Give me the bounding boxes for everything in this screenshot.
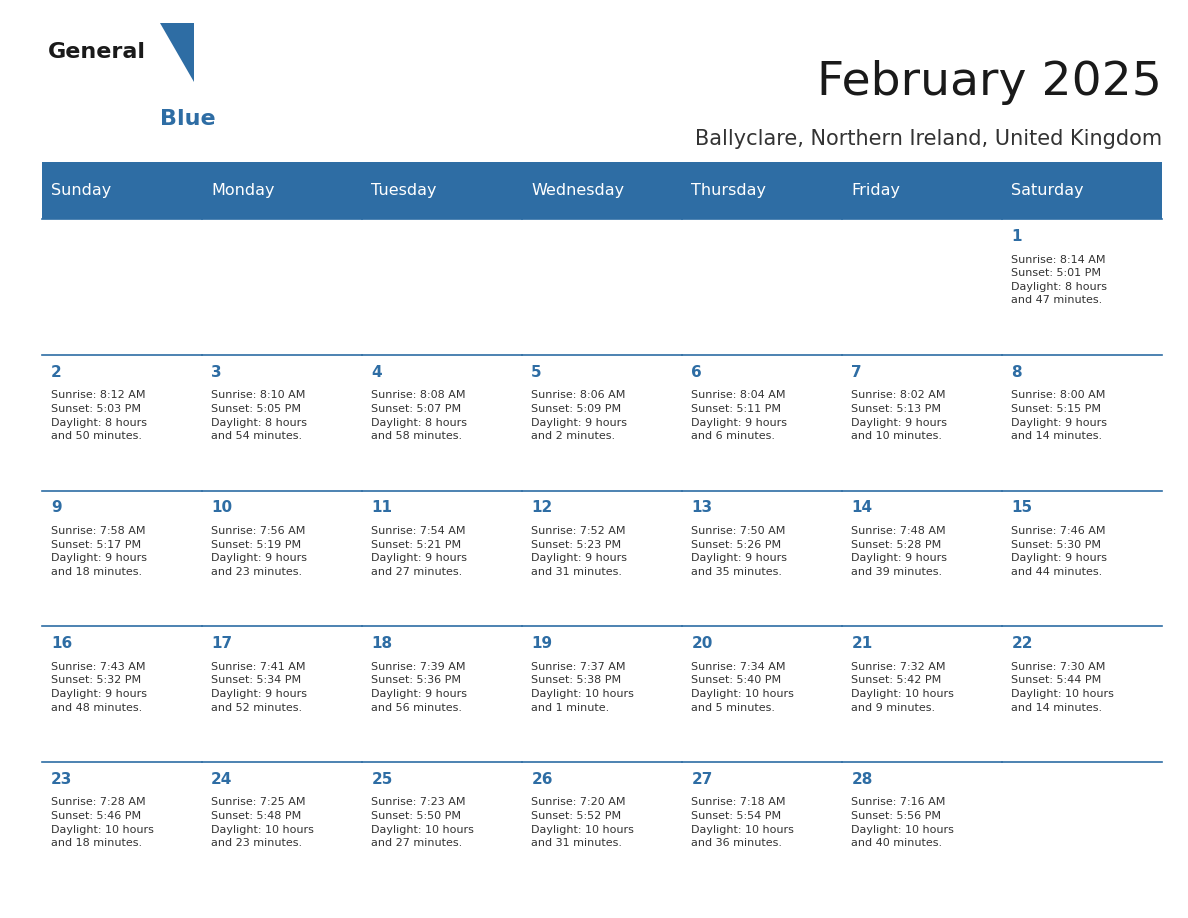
Text: 5: 5 [531, 364, 542, 379]
Text: Sunrise: 7:43 AM
Sunset: 5:32 PM
Daylight: 9 hours
and 48 minutes.: Sunrise: 7:43 AM Sunset: 5:32 PM Dayligh… [51, 662, 147, 712]
Text: 21: 21 [852, 636, 873, 651]
Text: Friday: Friday [852, 184, 901, 198]
Text: Sunrise: 7:41 AM
Sunset: 5:34 PM
Daylight: 9 hours
and 52 minutes.: Sunrise: 7:41 AM Sunset: 5:34 PM Dayligh… [211, 662, 308, 712]
Text: Sunrise: 7:50 AM
Sunset: 5:26 PM
Daylight: 9 hours
and 35 minutes.: Sunrise: 7:50 AM Sunset: 5:26 PM Dayligh… [691, 526, 788, 577]
Text: Sunrise: 8:02 AM
Sunset: 5:13 PM
Daylight: 9 hours
and 10 minutes.: Sunrise: 8:02 AM Sunset: 5:13 PM Dayligh… [852, 390, 947, 442]
Text: 17: 17 [211, 636, 233, 651]
Text: 28: 28 [852, 772, 873, 787]
Text: 4: 4 [372, 364, 381, 379]
Text: 13: 13 [691, 500, 713, 515]
Text: Ballyclare, Northern Ireland, United Kingdom: Ballyclare, Northern Ireland, United Kin… [695, 129, 1162, 150]
Polygon shape [160, 23, 194, 82]
Text: 16: 16 [51, 636, 72, 651]
Text: Sunrise: 7:52 AM
Sunset: 5:23 PM
Daylight: 9 hours
and 31 minutes.: Sunrise: 7:52 AM Sunset: 5:23 PM Dayligh… [531, 526, 627, 577]
Text: Sunrise: 7:39 AM
Sunset: 5:36 PM
Daylight: 9 hours
and 56 minutes.: Sunrise: 7:39 AM Sunset: 5:36 PM Dayligh… [372, 662, 467, 712]
Text: Sunrise: 8:10 AM
Sunset: 5:05 PM
Daylight: 8 hours
and 54 minutes.: Sunrise: 8:10 AM Sunset: 5:05 PM Dayligh… [211, 390, 308, 442]
Text: 6: 6 [691, 364, 702, 379]
Text: Sunrise: 8:12 AM
Sunset: 5:03 PM
Daylight: 8 hours
and 50 minutes.: Sunrise: 8:12 AM Sunset: 5:03 PM Dayligh… [51, 390, 147, 442]
Text: Sunrise: 7:46 AM
Sunset: 5:30 PM
Daylight: 9 hours
and 44 minutes.: Sunrise: 7:46 AM Sunset: 5:30 PM Dayligh… [1011, 526, 1107, 577]
Text: Sunrise: 7:23 AM
Sunset: 5:50 PM
Daylight: 10 hours
and 27 minutes.: Sunrise: 7:23 AM Sunset: 5:50 PM Dayligh… [372, 798, 474, 848]
Text: 3: 3 [211, 364, 222, 379]
Text: 7: 7 [852, 364, 862, 379]
Text: 1: 1 [1011, 229, 1022, 244]
Text: 12: 12 [531, 500, 552, 515]
Text: 27: 27 [691, 772, 713, 787]
Text: Blue: Blue [160, 109, 216, 129]
Text: Sunrise: 7:37 AM
Sunset: 5:38 PM
Daylight: 10 hours
and 1 minute.: Sunrise: 7:37 AM Sunset: 5:38 PM Dayligh… [531, 662, 634, 712]
Text: 18: 18 [372, 636, 392, 651]
Text: 14: 14 [852, 500, 872, 515]
Text: Sunday: Sunday [51, 184, 112, 198]
Text: Sunrise: 7:48 AM
Sunset: 5:28 PM
Daylight: 9 hours
and 39 minutes.: Sunrise: 7:48 AM Sunset: 5:28 PM Dayligh… [852, 526, 947, 577]
Text: Sunrise: 7:34 AM
Sunset: 5:40 PM
Daylight: 10 hours
and 5 minutes.: Sunrise: 7:34 AM Sunset: 5:40 PM Dayligh… [691, 662, 795, 712]
Text: Sunrise: 7:18 AM
Sunset: 5:54 PM
Daylight: 10 hours
and 36 minutes.: Sunrise: 7:18 AM Sunset: 5:54 PM Dayligh… [691, 798, 795, 848]
Text: Sunrise: 7:16 AM
Sunset: 5:56 PM
Daylight: 10 hours
and 40 minutes.: Sunrise: 7:16 AM Sunset: 5:56 PM Dayligh… [852, 798, 954, 848]
Text: Sunrise: 8:04 AM
Sunset: 5:11 PM
Daylight: 9 hours
and 6 minutes.: Sunrise: 8:04 AM Sunset: 5:11 PM Dayligh… [691, 390, 788, 442]
Text: 2: 2 [51, 364, 62, 379]
Text: 9: 9 [51, 500, 62, 515]
Text: 22: 22 [1011, 636, 1032, 651]
Text: Sunrise: 8:14 AM
Sunset: 5:01 PM
Daylight: 8 hours
and 47 minutes.: Sunrise: 8:14 AM Sunset: 5:01 PM Dayligh… [1011, 254, 1107, 306]
Text: 10: 10 [211, 500, 233, 515]
Text: General: General [48, 42, 145, 62]
Text: 24: 24 [211, 772, 233, 787]
Text: Sunrise: 7:30 AM
Sunset: 5:44 PM
Daylight: 10 hours
and 14 minutes.: Sunrise: 7:30 AM Sunset: 5:44 PM Dayligh… [1011, 662, 1114, 712]
Text: Saturday: Saturday [1011, 184, 1083, 198]
Text: Sunrise: 7:32 AM
Sunset: 5:42 PM
Daylight: 10 hours
and 9 minutes.: Sunrise: 7:32 AM Sunset: 5:42 PM Dayligh… [852, 662, 954, 712]
Text: February 2025: February 2025 [817, 61, 1162, 106]
Text: 15: 15 [1011, 500, 1032, 515]
Text: 23: 23 [51, 772, 72, 787]
Text: Tuesday: Tuesday [371, 184, 437, 198]
Text: 19: 19 [531, 636, 552, 651]
Text: 26: 26 [531, 772, 552, 787]
Text: Sunrise: 8:08 AM
Sunset: 5:07 PM
Daylight: 8 hours
and 58 minutes.: Sunrise: 8:08 AM Sunset: 5:07 PM Dayligh… [372, 390, 467, 442]
Text: Sunrise: 7:58 AM
Sunset: 5:17 PM
Daylight: 9 hours
and 18 minutes.: Sunrise: 7:58 AM Sunset: 5:17 PM Dayligh… [51, 526, 147, 577]
Text: Sunrise: 7:25 AM
Sunset: 5:48 PM
Daylight: 10 hours
and 23 minutes.: Sunrise: 7:25 AM Sunset: 5:48 PM Dayligh… [211, 798, 314, 848]
Text: Sunrise: 7:54 AM
Sunset: 5:21 PM
Daylight: 9 hours
and 27 minutes.: Sunrise: 7:54 AM Sunset: 5:21 PM Dayligh… [372, 526, 467, 577]
Text: 20: 20 [691, 636, 713, 651]
Text: Sunrise: 7:56 AM
Sunset: 5:19 PM
Daylight: 9 hours
and 23 minutes.: Sunrise: 7:56 AM Sunset: 5:19 PM Dayligh… [211, 526, 308, 577]
Text: Sunrise: 8:06 AM
Sunset: 5:09 PM
Daylight: 9 hours
and 2 minutes.: Sunrise: 8:06 AM Sunset: 5:09 PM Dayligh… [531, 390, 627, 442]
Text: 8: 8 [1011, 364, 1022, 379]
Text: Monday: Monday [211, 184, 274, 198]
Text: 25: 25 [372, 772, 393, 787]
Text: Sunrise: 7:28 AM
Sunset: 5:46 PM
Daylight: 10 hours
and 18 minutes.: Sunrise: 7:28 AM Sunset: 5:46 PM Dayligh… [51, 798, 154, 848]
Text: Sunrise: 7:20 AM
Sunset: 5:52 PM
Daylight: 10 hours
and 31 minutes.: Sunrise: 7:20 AM Sunset: 5:52 PM Dayligh… [531, 798, 634, 848]
Text: Wednesday: Wednesday [531, 184, 625, 198]
Text: Thursday: Thursday [691, 184, 766, 198]
Text: 11: 11 [372, 500, 392, 515]
Text: Sunrise: 8:00 AM
Sunset: 5:15 PM
Daylight: 9 hours
and 14 minutes.: Sunrise: 8:00 AM Sunset: 5:15 PM Dayligh… [1011, 390, 1107, 442]
